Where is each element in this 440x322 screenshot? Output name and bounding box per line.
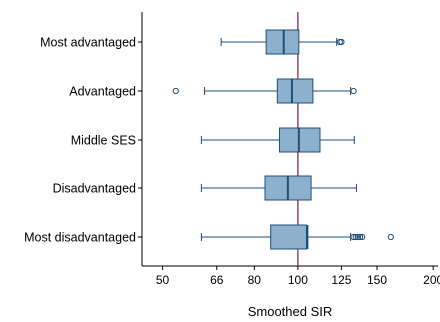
x-tick-label: 66	[210, 273, 224, 287]
outlier-point	[352, 233, 359, 241]
box-iqr	[276, 78, 314, 104]
category-label: Advantaged	[69, 85, 136, 99]
outlier-point	[359, 233, 366, 241]
x-tick-label: 80	[248, 273, 262, 287]
boxes-layer	[172, 29, 394, 250]
category-label: Most advantaged	[40, 36, 136, 50]
category-label: Most disadvantaged	[24, 231, 136, 245]
outlier-point	[350, 233, 357, 241]
box-advantaged	[172, 78, 357, 104]
box-iqr	[265, 29, 300, 55]
box-most-advantaged	[220, 29, 345, 55]
box-most-disadvantaged	[200, 224, 394, 250]
outlier-point	[354, 233, 361, 241]
category-label: Disadvantaged	[53, 182, 136, 196]
box-disadvantaged	[200, 175, 357, 201]
outlier-point	[356, 233, 364, 241]
category-label: Middle SES	[71, 134, 136, 148]
box-iqr	[270, 224, 307, 250]
x-tick-label: 100	[288, 273, 308, 287]
box-middle-ses	[200, 127, 355, 153]
x-tick-label: 200	[423, 273, 440, 287]
x-tick-label: 50	[156, 273, 170, 287]
outlier-point	[338, 38, 345, 46]
outlier-point	[387, 233, 394, 241]
outlier-point	[350, 87, 357, 95]
x-axis-label: Smoothed SIR	[248, 304, 333, 319]
x-tick-label: 150	[367, 273, 387, 287]
category-labels: Most advantaged Advantaged Middle SES Disad…	[24, 36, 142, 245]
x-ticks: 50 66 80 100 125 150 200	[156, 266, 440, 287]
x-tick-label: 125	[331, 273, 351, 287]
outlier-point	[172, 87, 179, 95]
